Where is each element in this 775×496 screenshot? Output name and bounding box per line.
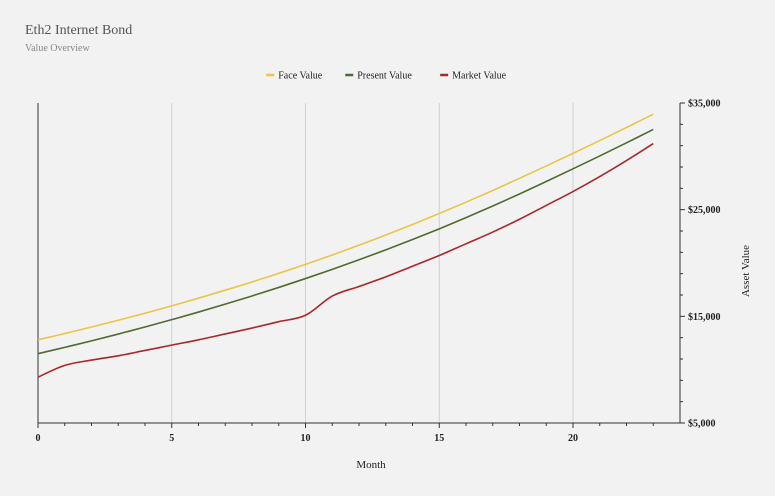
y-tick-label: $25,000	[688, 205, 721, 216]
x-axis-title: Month	[356, 459, 386, 471]
x-tick-label: 10	[301, 433, 311, 444]
y-tick-label: $15,000	[688, 312, 721, 323]
y-tick-label: $35,000	[688, 99, 721, 110]
y-tick-label: $5,000	[688, 419, 716, 430]
x-tick-label: 5	[169, 433, 174, 444]
legend-label-face-value: Face Value	[278, 71, 323, 82]
series-line-face-value	[37, 113, 654, 341]
series-line-present-value	[37, 128, 654, 355]
legend: Face Value Present Value Market Value	[266, 71, 507, 82]
grid-lines	[171, 103, 574, 423]
tick-labels: 0 5 10 15 20 $5,000 $15,000 $25,000 $35,000 Month…	[36, 99, 753, 472]
axes	[37, 102, 685, 428]
y-axis-title: Asset Value	[740, 245, 752, 297]
chart-subtitle: Value Overview	[25, 43, 90, 54]
legend-label-market-value: Market Value	[452, 71, 507, 82]
x-tick-label: 0	[36, 433, 41, 444]
legend-label-present-value: Present Value	[357, 71, 412, 82]
series-group	[37, 113, 654, 378]
series-line-market-value	[37, 142, 654, 378]
chart-title: Eth2 Internet Bond	[25, 23, 133, 38]
x-tick-label: 20	[568, 433, 578, 444]
x-tick-label: 15	[434, 433, 444, 444]
